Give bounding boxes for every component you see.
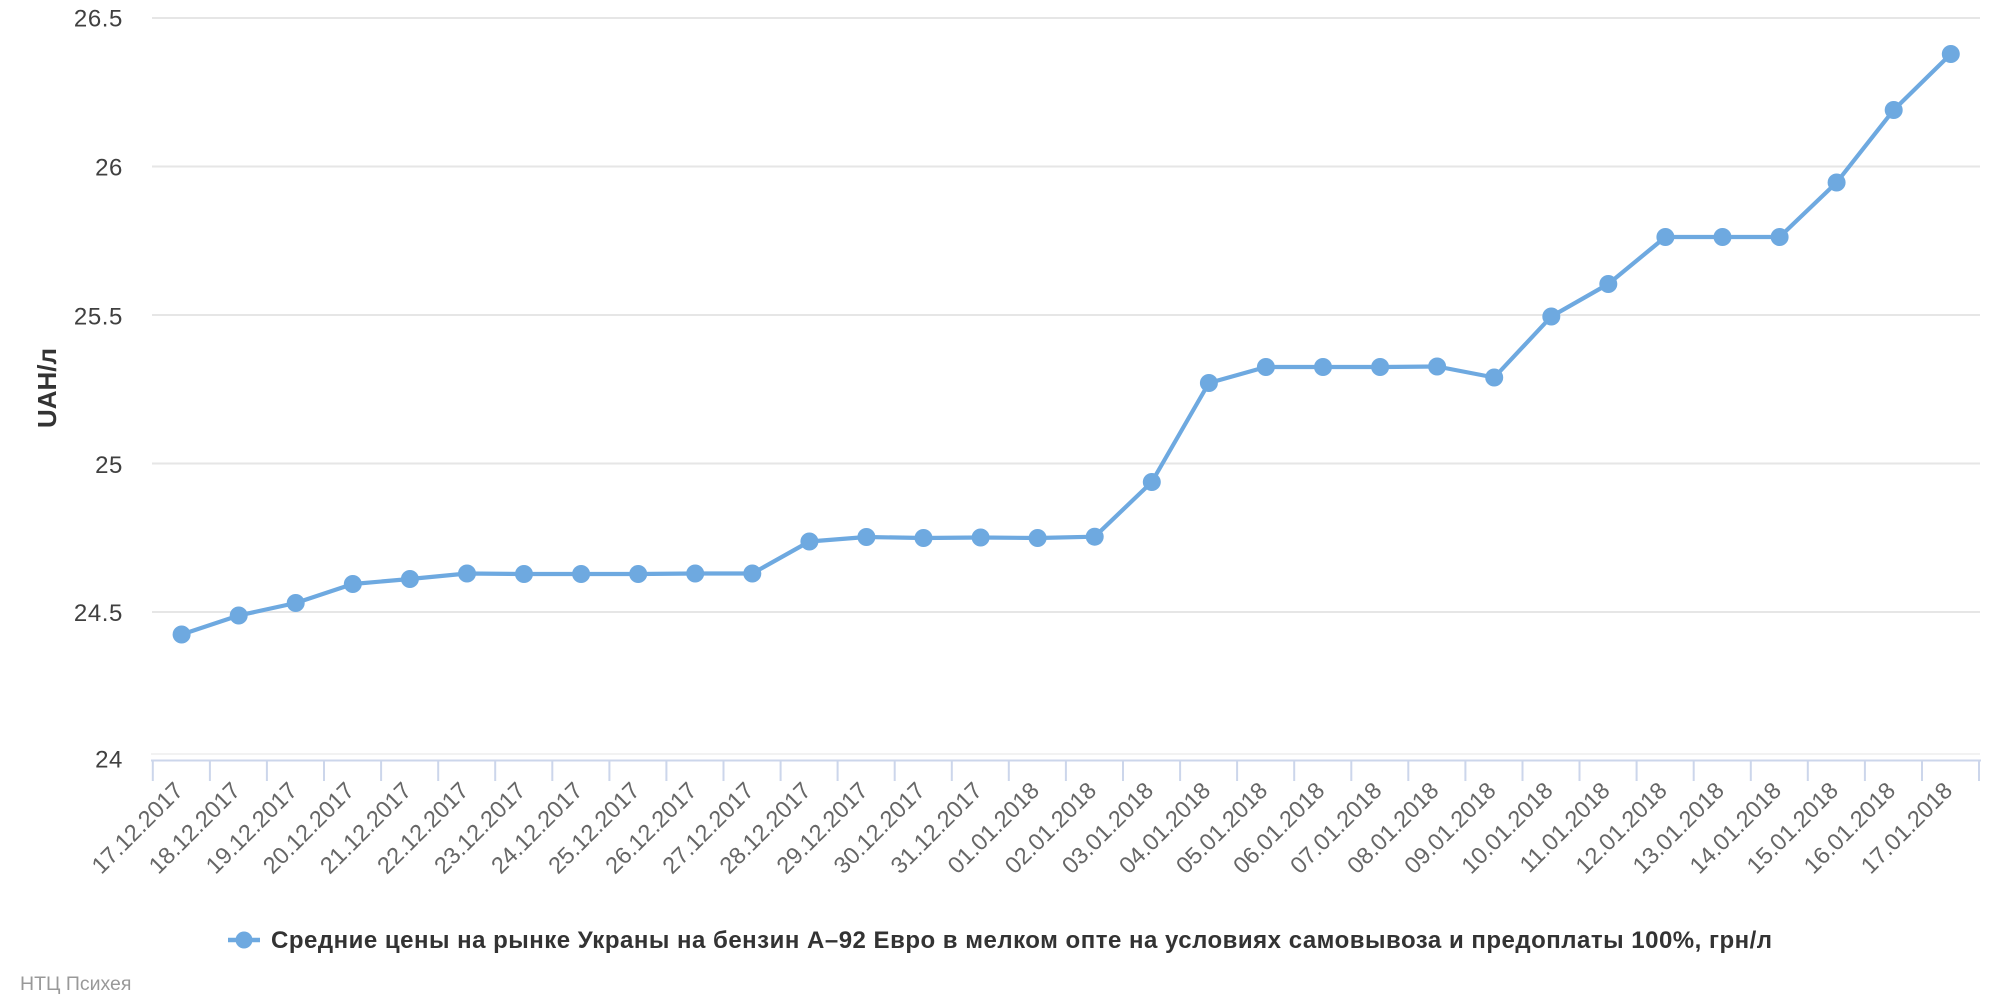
svg-text:НТЦ Психея: НТЦ Психея: [20, 973, 131, 995]
svg-text:26.5: 26.5: [74, 6, 123, 33]
svg-text:25.5: 25.5: [74, 304, 123, 331]
svg-text:Средние цены на рынке Украны н: Средние цены на рынке Украны на бензин А…: [271, 927, 1773, 954]
svg-text:26: 26: [95, 155, 123, 182]
svg-text:UAH/л: UAH/л: [32, 348, 62, 428]
svg-text:24: 24: [95, 747, 123, 774]
svg-text:24.5: 24.5: [74, 600, 123, 627]
svg-text:25: 25: [95, 452, 123, 479]
